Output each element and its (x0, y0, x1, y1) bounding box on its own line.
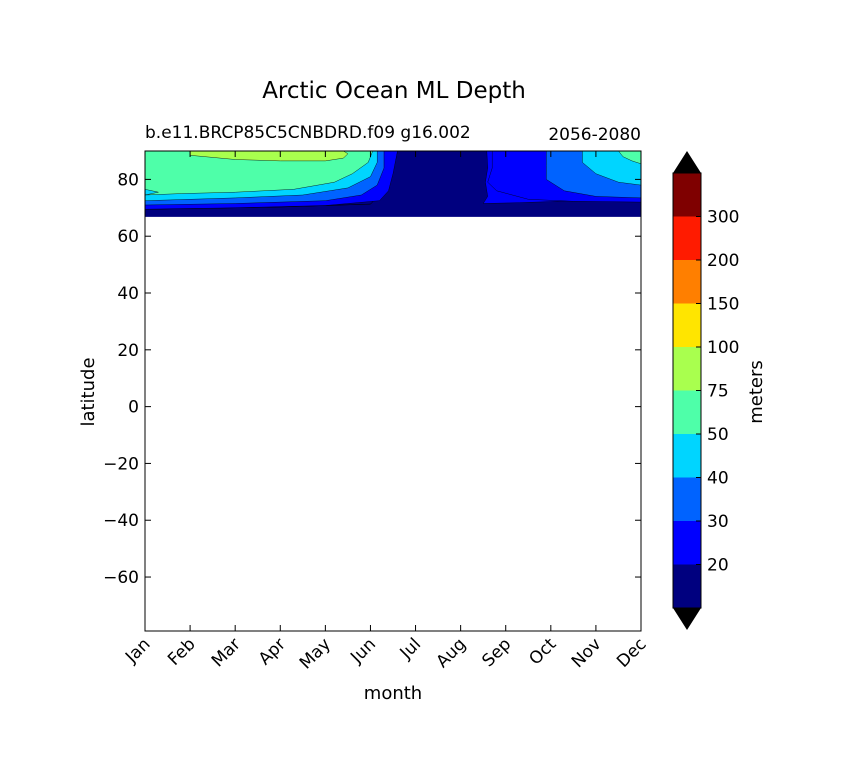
x-tick-label: Sep (478, 634, 515, 671)
x-tick-label: Jan (121, 634, 154, 667)
chart-subtitle-run: b.e11.BRCP85C5CNBDRD.f09 g16.002 (145, 123, 471, 143)
y-tick-label: 0 (128, 398, 139, 418)
x-tick-label: Apr (255, 634, 290, 669)
y-tick-label: −20 (103, 454, 139, 474)
x-tick-label: Feb (164, 634, 199, 669)
colorbar-segment (673, 390, 701, 434)
colorbar-tick-label: 40 (707, 469, 729, 489)
plot-frame (144, 150, 642, 632)
x-tick-label: Oct (525, 634, 560, 669)
colorbar-tick-label: 100 (707, 338, 739, 358)
contour-band-75-100 (189, 151, 349, 162)
y-axis: 80 60 40 20 0 −20 −40 −60 (103, 170, 641, 588)
x-tick-label: Dec (613, 634, 650, 671)
plot-area (145, 151, 641, 217)
colorbar-tick-label: 300 (707, 208, 739, 228)
y-axis-label: latitude (78, 357, 99, 426)
x-axis-label: month (364, 683, 422, 704)
x-axis: Jan Feb Mar Apr May Jun Jul Aug Sep Oct Nov Dec (121, 151, 651, 673)
y-tick-label: 40 (117, 284, 139, 304)
colorbar-segment (673, 347, 701, 391)
x-tick-label: Nov (568, 634, 606, 672)
colorbar-segment (673, 173, 701, 217)
colorbar-segment (673, 521, 701, 565)
colorbar-tick-label: 75 (707, 382, 729, 402)
contour-band-40-50-right (582, 151, 641, 186)
y-tick-label: −60 (103, 568, 139, 588)
colorbar-segment (673, 303, 701, 347)
y-tick-label: 80 (117, 170, 139, 190)
y-tick-label: 20 (117, 341, 139, 361)
contour-band-50-75-right (618, 151, 641, 165)
colorbar-tick-label: 20 (707, 556, 729, 576)
x-tick-label: May (296, 634, 335, 673)
colorbar-tick-label: 200 (707, 251, 739, 271)
contour-band-50-75 (145, 151, 373, 196)
colorbar-tick-label: 30 (707, 512, 729, 532)
colorbar-tick-label: 50 (707, 425, 729, 445)
colorbar-segment (673, 477, 701, 521)
colorbar-segment (673, 434, 701, 478)
colorbar-under-arrow (673, 608, 701, 630)
x-tick-label: Aug (433, 634, 471, 672)
colorbar-segment (673, 564, 701, 608)
colorbar-segment (673, 260, 701, 304)
x-tick-label: Jun (346, 634, 380, 668)
y-tick-label: 60 (117, 227, 139, 247)
chart-title: Arctic Ocean ML Depth (262, 78, 526, 104)
x-tick-label: Jul (396, 634, 425, 663)
colorbar-label: meters (746, 360, 767, 424)
x-tick-label: Mar (208, 634, 245, 671)
y-tick-label: −40 (103, 511, 139, 531)
colorbar-tick-label: 150 (707, 295, 739, 315)
colorbar: 20 30 40 50 75 100 150 200 300 (672, 151, 739, 630)
chart-subtitle-years: 2056-2080 (548, 125, 641, 145)
colorbar-segment (673, 216, 701, 260)
colorbar-over-arrow (673, 151, 701, 173)
